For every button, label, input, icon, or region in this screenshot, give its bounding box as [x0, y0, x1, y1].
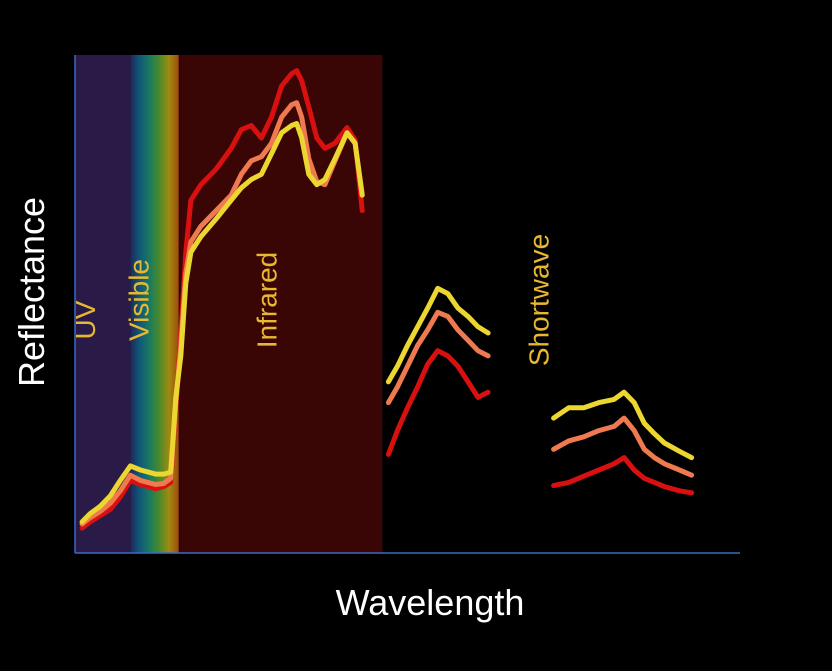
region-label-uv: UV [70, 300, 101, 339]
x-axis-title: Wavelength [336, 582, 525, 623]
series-1-segment-0 [79, 100, 365, 527]
series-2-segment-2 [551, 389, 695, 461]
spectral-regions [75, 55, 383, 553]
series-0-segment-0 [79, 68, 365, 531]
series-0-segment-2 [551, 455, 695, 496]
region-label-shortwave: Shortwave [524, 234, 555, 366]
region-labels: UV Visible Infrared Shortwave [70, 234, 554, 366]
series-1-segment-2 [551, 415, 695, 478]
series-lines [79, 68, 695, 531]
series-0-segment-1 [385, 348, 491, 457]
series-2-segment-0 [79, 121, 365, 525]
y-axis-title: Reflectance [11, 197, 52, 387]
region-label-visible: Visible [124, 259, 155, 341]
series-2-segment-1 [385, 285, 491, 385]
series-1-segment-1 [385, 309, 491, 406]
axes [74, 55, 740, 554]
region-band-uv [75, 55, 131, 553]
region-label-infrared: Infrared [252, 252, 283, 349]
